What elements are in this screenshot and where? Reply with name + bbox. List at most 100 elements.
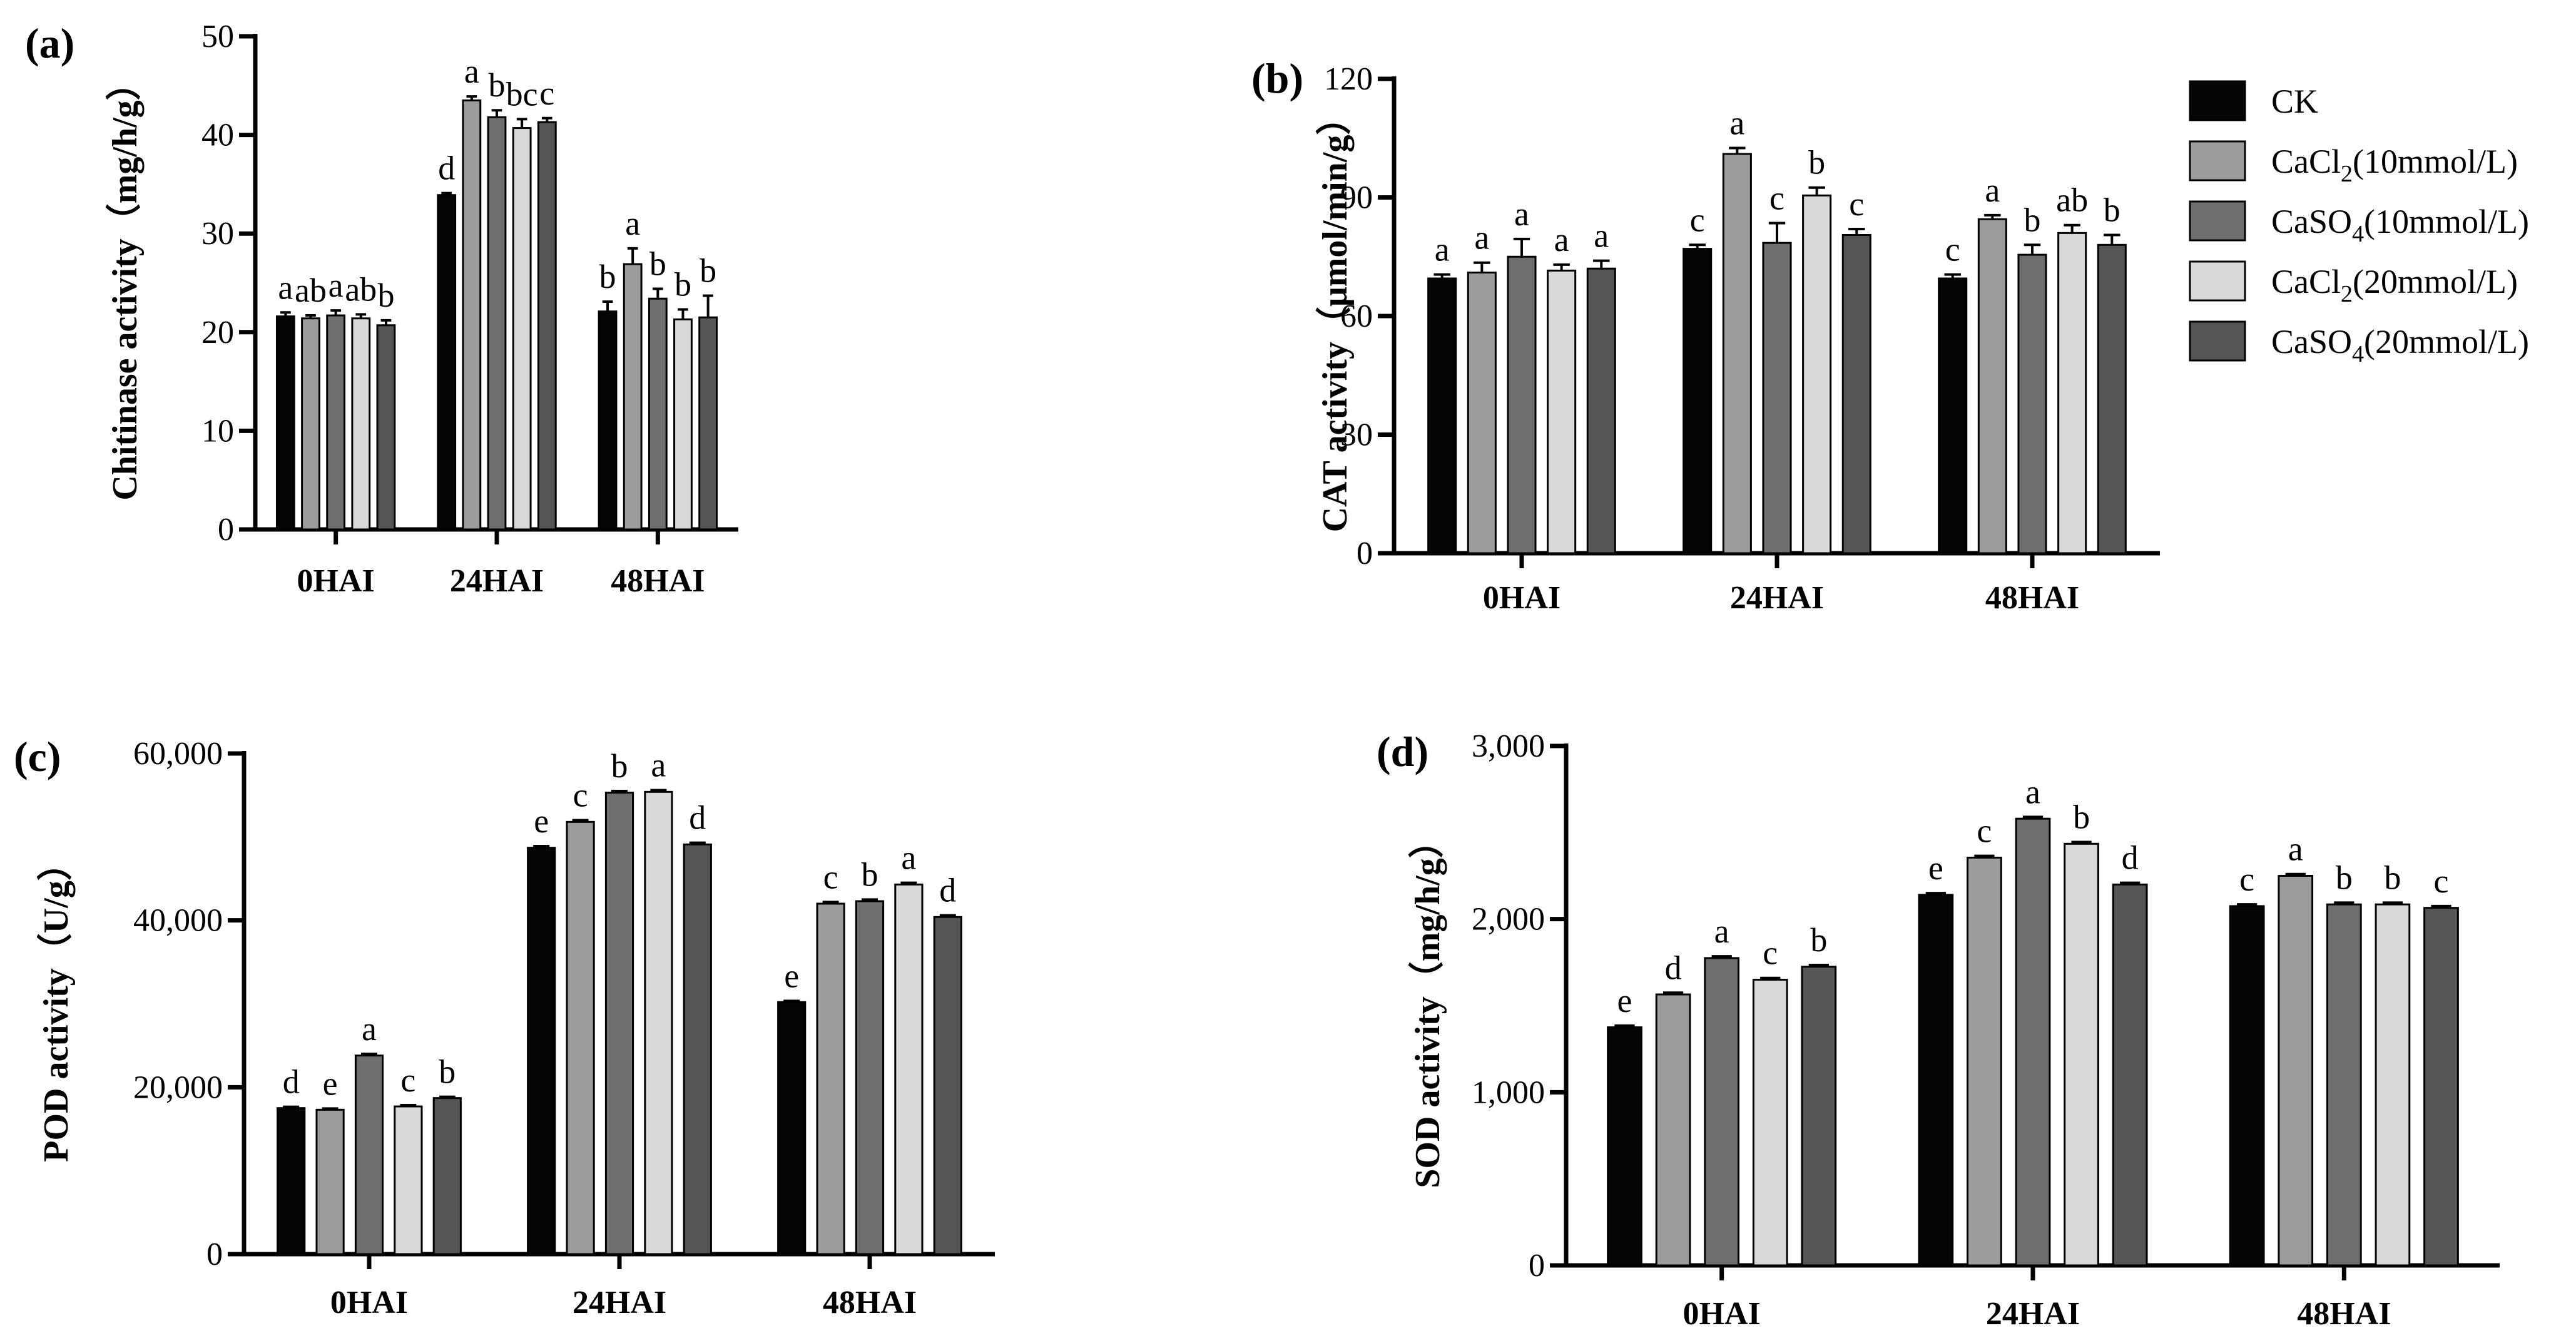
y-tick-label-d-3: 3,000: [1472, 728, 1545, 764]
bar-a-24hai-cacl2-20mmol-l: [512, 127, 532, 531]
significance-label-d-24hai-caso4-20mmol-l: d: [2122, 839, 2139, 877]
y-axis-title-c: POD activity（U/g）: [36, 845, 76, 1162]
significance-label-b-24hai-caso4-20mmol-l: c: [1849, 185, 1864, 223]
bar-b-48hai-caso4-20mmol-l: [2097, 243, 2127, 554]
bar-a-48hai-caso4-10mmol-l: [648, 297, 668, 531]
bar-c-48hai-caso4-10mmol-l: [855, 900, 885, 1255]
panel-d: (d) SOD activity（mg/h/g） 0 1,000 2,000 3,000 0…: [1377, 728, 2500, 1332]
y-axis-title-b: CAT activity（μmol/min/g）: [1315, 100, 1355, 533]
significance-label-d-0hai-caso4-20mmol-l: b: [1810, 921, 1827, 959]
significance-label-d-24hai-caso4-10mmol-l: a: [2025, 773, 2040, 810]
legend-label-main: CK: [2271, 83, 2318, 120]
bar-b-48hai-ck: [1938, 277, 1968, 554]
bar-b-24hai-caso4-10mmol-l: [1762, 242, 1792, 554]
significance-label-a-48hai-cacl2-10mmol-l: a: [625, 205, 640, 242]
significance-label-a-24hai-caso4-10mmol-l: b: [489, 66, 506, 104]
bar-c-24hai-caso4-10mmol-l: [604, 792, 634, 1255]
legend-label-cacl2-10mmol-l: CaCl2(10mmol/L): [2271, 143, 2518, 187]
significance-label-d-0hai-cacl2-10mmol-l: d: [1665, 949, 1682, 986]
x-tick-label-a-24hai: 24HAI: [450, 563, 544, 599]
bar-d-24hai-caso4-10mmol-l: [2015, 817, 2051, 1267]
x-tick-label-c-24hai: 24HAI: [573, 1285, 666, 1320]
legend-label-subscript: 4: [2352, 341, 2364, 367]
significance-label-c-0hai-cacl2-10mmol-l: e: [323, 1065, 338, 1102]
bar-a-0hai-cacl2-20mmol-l: [351, 317, 371, 531]
significance-label-c-0hai-caso4-20mmol-l: b: [439, 1053, 456, 1091]
y-tick-label-a-2: 20: [201, 315, 234, 350]
significance-label-c-0hai-caso4-10mmol-l: a: [362, 1010, 377, 1048]
significance-label-b-0hai-caso4-10mmol-l: a: [1514, 195, 1529, 233]
y-tick-label-b-4: 120: [1324, 61, 1373, 97]
significance-label-c-24hai-cacl2-10mmol-l: c: [573, 777, 588, 814]
bar-c-48hai-cacl2-10mmol-l: [816, 902, 845, 1255]
significance-label-c-48hai-cacl2-10mmol-l: c: [823, 858, 838, 896]
bar-d-0hai-ck: [1607, 1026, 1642, 1267]
significance-label-a-0hai-cacl2-20mmol-l: ab: [345, 270, 377, 308]
bar-c-24hai-cacl2-10mmol-l: [566, 820, 595, 1255]
legend: CKCaCl2(10mmol/L)CaSO4(10mmol/L)CaCl2(20…: [2189, 80, 2529, 367]
bar-a-24hai-caso4-20mmol-l: [537, 121, 557, 531]
bar-b-0hai-cacl2-10mmol-l: [1467, 272, 1497, 554]
y-tick-label-d-1: 1,000: [1472, 1075, 1545, 1110]
legend-label-main: CaSO: [2271, 203, 2352, 240]
bar-a-0hai-cacl2-10mmol-l: [301, 317, 320, 531]
bar-a-24hai-ck: [437, 194, 457, 531]
significance-label-b-0hai-caso4-20mmol-l: a: [1594, 217, 1609, 255]
bar-a-48hai-ck: [598, 310, 618, 531]
bar-d-48hai-cacl2-20mmol-l: [2375, 903, 2411, 1267]
bar-c-24hai-caso4-20mmol-l: [683, 843, 712, 1255]
legend-label-subscript: 2: [2341, 281, 2353, 307]
y-tick-label-b-2: 60: [1340, 299, 1373, 334]
y-tick-label-c-3: 60,000: [133, 736, 223, 772]
significance-label-d-48hai-caso4-20mmol-l: c: [2434, 862, 2449, 900]
bar-d-0hai-caso4-10mmol-l: [1704, 957, 1740, 1267]
legend-swatch-ck: [2189, 80, 2246, 121]
significance-label-d-24hai-cacl2-10mmol-l: c: [1977, 812, 1992, 850]
legend-item-cacl2-10mmol-l: CaCl2(10mmol/L): [2189, 140, 2518, 187]
legend-swatch-caso4-10mmol-l: [2189, 200, 2246, 242]
legend-item-caso4-20mmol-l: CaSO4(20mmol/L): [2189, 320, 2529, 367]
bar-d-48hai-cacl2-10mmol-l: [2278, 875, 2314, 1267]
bar-c-0hai-cacl2-10mmol-l: [315, 1108, 345, 1255]
significance-label-d-0hai-ck: e: [1617, 982, 1632, 1019]
significance-label-c-24hai-caso4-20mmol-l: d: [689, 799, 706, 837]
bar-a-24hai-caso4-10mmol-l: [487, 116, 507, 531]
x-tick-label-a-0hai: 0HAI: [297, 563, 375, 599]
legend-item-ck: CK: [2189, 80, 2318, 121]
y-tick-label-a-0: 0: [218, 512, 234, 548]
bar-b-0hai-caso4-10mmol-l: [1507, 255, 1537, 554]
bar-a-48hai-cacl2-20mmol-l: [673, 318, 693, 531]
bar-c-0hai-ck: [277, 1107, 306, 1255]
significance-label-d-48hai-cacl2-10mmol-l: a: [2288, 830, 2303, 868]
bar-a-0hai-ck: [275, 315, 295, 531]
bar-c-48hai-ck: [777, 1001, 807, 1255]
legend-item-caso4-10mmol-l: CaSO4(10mmol/L): [2189, 200, 2529, 247]
bar-c-24hai-cacl2-20mmol-l: [644, 790, 673, 1255]
significance-label-d-24hai-cacl2-20mmol-l: b: [2073, 799, 2090, 836]
significance-label-b-0hai-ck: a: [1435, 231, 1450, 268]
significance-label-c-0hai-ck: d: [283, 1063, 300, 1101]
bar-a-48hai-caso4-20mmol-l: [698, 316, 718, 531]
significance-label-c-48hai-caso4-10mmol-l: b: [862, 855, 878, 893]
legend-swatch-caso4-20mmol-l: [2189, 320, 2246, 362]
x-tick-label-b-48hai: 48HAI: [1985, 580, 2079, 616]
y-tick-label-b-1: 30: [1340, 417, 1373, 453]
significance-label-d-24hai-ck: e: [1928, 849, 1943, 887]
bar-b-24hai-caso4-20mmol-l: [1841, 234, 1871, 554]
x-tick-label-a-48hai: 48HAI: [611, 563, 705, 599]
legend-label-tail: (20mmol/L): [2353, 263, 2518, 300]
panel-label-b: (b): [1251, 54, 1303, 102]
bar-a-0hai-caso4-20mmol-l: [376, 324, 396, 531]
significance-label-a-48hai-ck: b: [599, 258, 616, 295]
panel-label-d: (d): [1377, 728, 1428, 775]
y-tick-label-d-2: 2,000: [1472, 902, 1545, 937]
bar-a-0hai-caso4-10mmol-l: [326, 314, 346, 531]
legend-label-cacl2-20mmol-l: CaCl2(20mmol/L): [2271, 263, 2518, 307]
legend-label-tail: (20mmol/L): [2364, 323, 2529, 360]
legend-label-tail: (10mmol/L): [2353, 143, 2518, 180]
panel-label-c: (c): [14, 733, 61, 780]
significance-label-b-24hai-cacl2-10mmol-l: a: [1729, 105, 1744, 142]
significance-label-a-0hai-caso4-20mmol-l: b: [377, 277, 394, 314]
significance-label-b-0hai-cacl2-20mmol-l: a: [1554, 221, 1569, 258]
